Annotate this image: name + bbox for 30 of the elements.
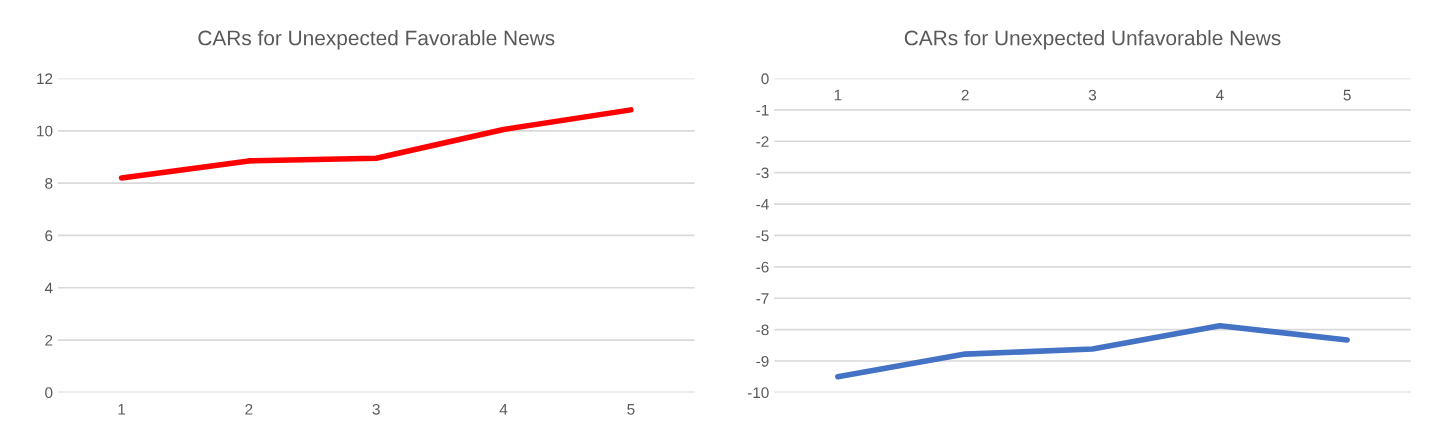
y-tick-label: 8 <box>45 177 53 189</box>
y-tick-label: -7 <box>756 293 769 304</box>
y-tick-label: 0 <box>45 387 53 399</box>
x-tick-label: 3 <box>372 403 380 415</box>
y-tick-label: 10 <box>37 125 53 137</box>
y-tick-label: -1 <box>756 104 769 116</box>
y-tick-label: -8 <box>756 324 769 336</box>
y-tick-label: -4 <box>756 199 769 210</box>
x-tick-label: 1 <box>834 89 842 101</box>
y-tick-label: 6 <box>45 230 53 242</box>
y-tick-label: -9 <box>756 355 769 367</box>
y-tick-label: 0 <box>761 73 769 85</box>
x-tick-label: 4 <box>499 404 508 415</box>
x-tick-label: 4 <box>1215 89 1224 101</box>
y-tick-label: -5 <box>756 230 769 242</box>
y-tick-label: 12 <box>37 73 53 85</box>
x-tick-label: 2 <box>245 403 253 415</box>
x-tick-label: 1 <box>118 404 126 415</box>
x-tick-label: 3 <box>1088 89 1097 101</box>
chart-title: CARs for Unexpected Unfavorable News <box>904 30 1281 50</box>
x-tick-label: 5 <box>1343 89 1351 101</box>
chart-title: CARs for Unexpected Favorable News <box>198 30 555 50</box>
y-tick-label: -6 <box>756 261 769 273</box>
y-tick-label: -2 <box>756 136 769 147</box>
y-tick-label: -3 <box>756 167 769 179</box>
x-tick-label: 2 <box>961 89 969 101</box>
x-tick-label: 5 <box>627 404 635 415</box>
y-tick-label: -10 <box>747 387 769 399</box>
y-tick-label: 4 <box>44 282 53 294</box>
y-tick-label: 2 <box>45 334 53 346</box>
